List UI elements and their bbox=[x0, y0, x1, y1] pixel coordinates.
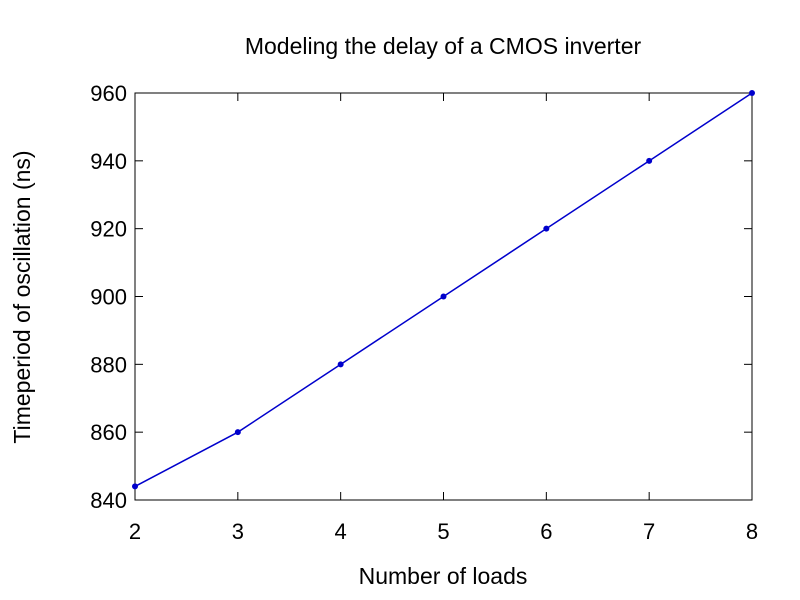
x-tick-label: 6 bbox=[540, 519, 552, 544]
data-point bbox=[440, 293, 447, 300]
x-tick-label: 4 bbox=[335, 519, 347, 544]
chart-title: Modeling the delay of a CMOS inverter bbox=[245, 33, 642, 59]
data-point bbox=[337, 361, 344, 368]
x-tick-label: 7 bbox=[643, 519, 655, 544]
data-point bbox=[234, 429, 241, 436]
data-point bbox=[132, 483, 138, 490]
y-tick-label: 940 bbox=[90, 149, 127, 174]
series-layer bbox=[132, 90, 755, 490]
y-axis-label: Timeperiod of oscillation (ns) bbox=[9, 150, 35, 443]
y-tick-label: 860 bbox=[90, 420, 127, 445]
y-tick-label: 960 bbox=[90, 81, 127, 106]
y-tick-label: 900 bbox=[90, 285, 127, 310]
data-point bbox=[543, 225, 550, 232]
x-tick-label: 2 bbox=[129, 519, 141, 544]
x-tick-label: 5 bbox=[437, 519, 449, 544]
plot-frame bbox=[134, 92, 753, 501]
data-point bbox=[749, 90, 755, 96]
x-axis-label: Number of loads bbox=[359, 563, 528, 589]
y-tick-label: 920 bbox=[90, 217, 127, 242]
x-tick-label: 8 bbox=[746, 519, 758, 544]
y-tick-label: 880 bbox=[90, 352, 127, 377]
y-tick-label: 840 bbox=[90, 488, 127, 513]
data-point bbox=[646, 157, 653, 164]
x-tick-label: 3 bbox=[232, 519, 244, 544]
y-axis-ticks: 840 860 880 900 920 940 960 bbox=[90, 81, 752, 513]
